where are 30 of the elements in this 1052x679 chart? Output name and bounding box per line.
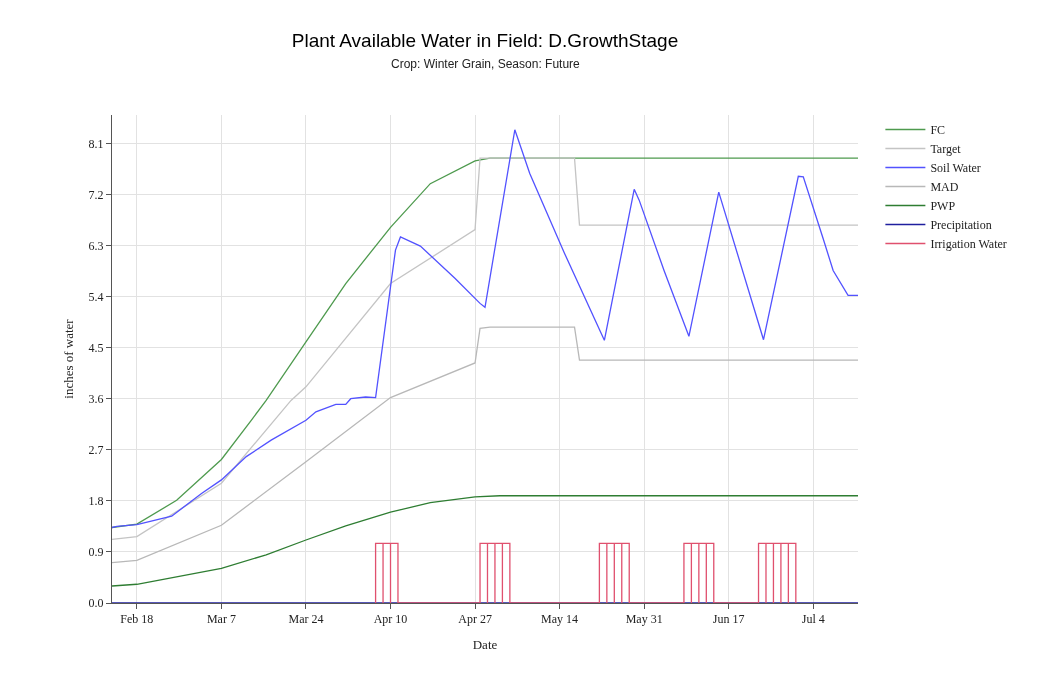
x-tick-label: Mar 24 [288, 612, 324, 627]
chart-subtitle: Crop: Winter Grain, Season: Future [391, 57, 581, 71]
y-tick-label: 4.5 [88, 340, 104, 355]
chart-title: Plant Available Water in Field: D.GrowthStage [291, 29, 679, 51]
y-tick-label: 8.1 [88, 136, 104, 151]
y-tick-label: 6.3 [88, 238, 104, 253]
legend-label: Soil Water [930, 161, 981, 176]
y-axis-title: inches of water [60, 318, 76, 399]
y-tick-label: 0.9 [88, 545, 104, 560]
x-tick-label: May 31 [625, 612, 663, 627]
x-tick-label: Apr 10 [373, 612, 408, 627]
y-tick-label: 7.2 [88, 187, 104, 202]
x-tick-label: May 14 [541, 612, 579, 627]
y-tick-label: 1.8 [88, 494, 104, 509]
x-tick-label: Apr 27 [458, 612, 492, 627]
y-tick-label: 5.4 [88, 289, 104, 304]
y-tick-label: 3.6 [88, 391, 104, 406]
x-tick-label: Mar 7 [206, 612, 236, 627]
y-tick-label: 2.7 [88, 442, 104, 457]
legend-label: Irrigation Water [930, 237, 1007, 252]
x-tick-label: Jul 4 [801, 612, 825, 627]
legend-label: FC [930, 123, 946, 138]
legend-label: Precipitation [930, 218, 992, 233]
legend-label: MAD [930, 180, 959, 195]
x-axis-title: Date [472, 637, 498, 652]
legend-label: Target [930, 142, 962, 157]
x-tick-label: Feb 18 [120, 612, 154, 627]
legend-label: PWP [930, 199, 956, 214]
y-tick-label: 0.0 [88, 596, 104, 611]
x-tick-label: Jun 17 [712, 612, 745, 627]
